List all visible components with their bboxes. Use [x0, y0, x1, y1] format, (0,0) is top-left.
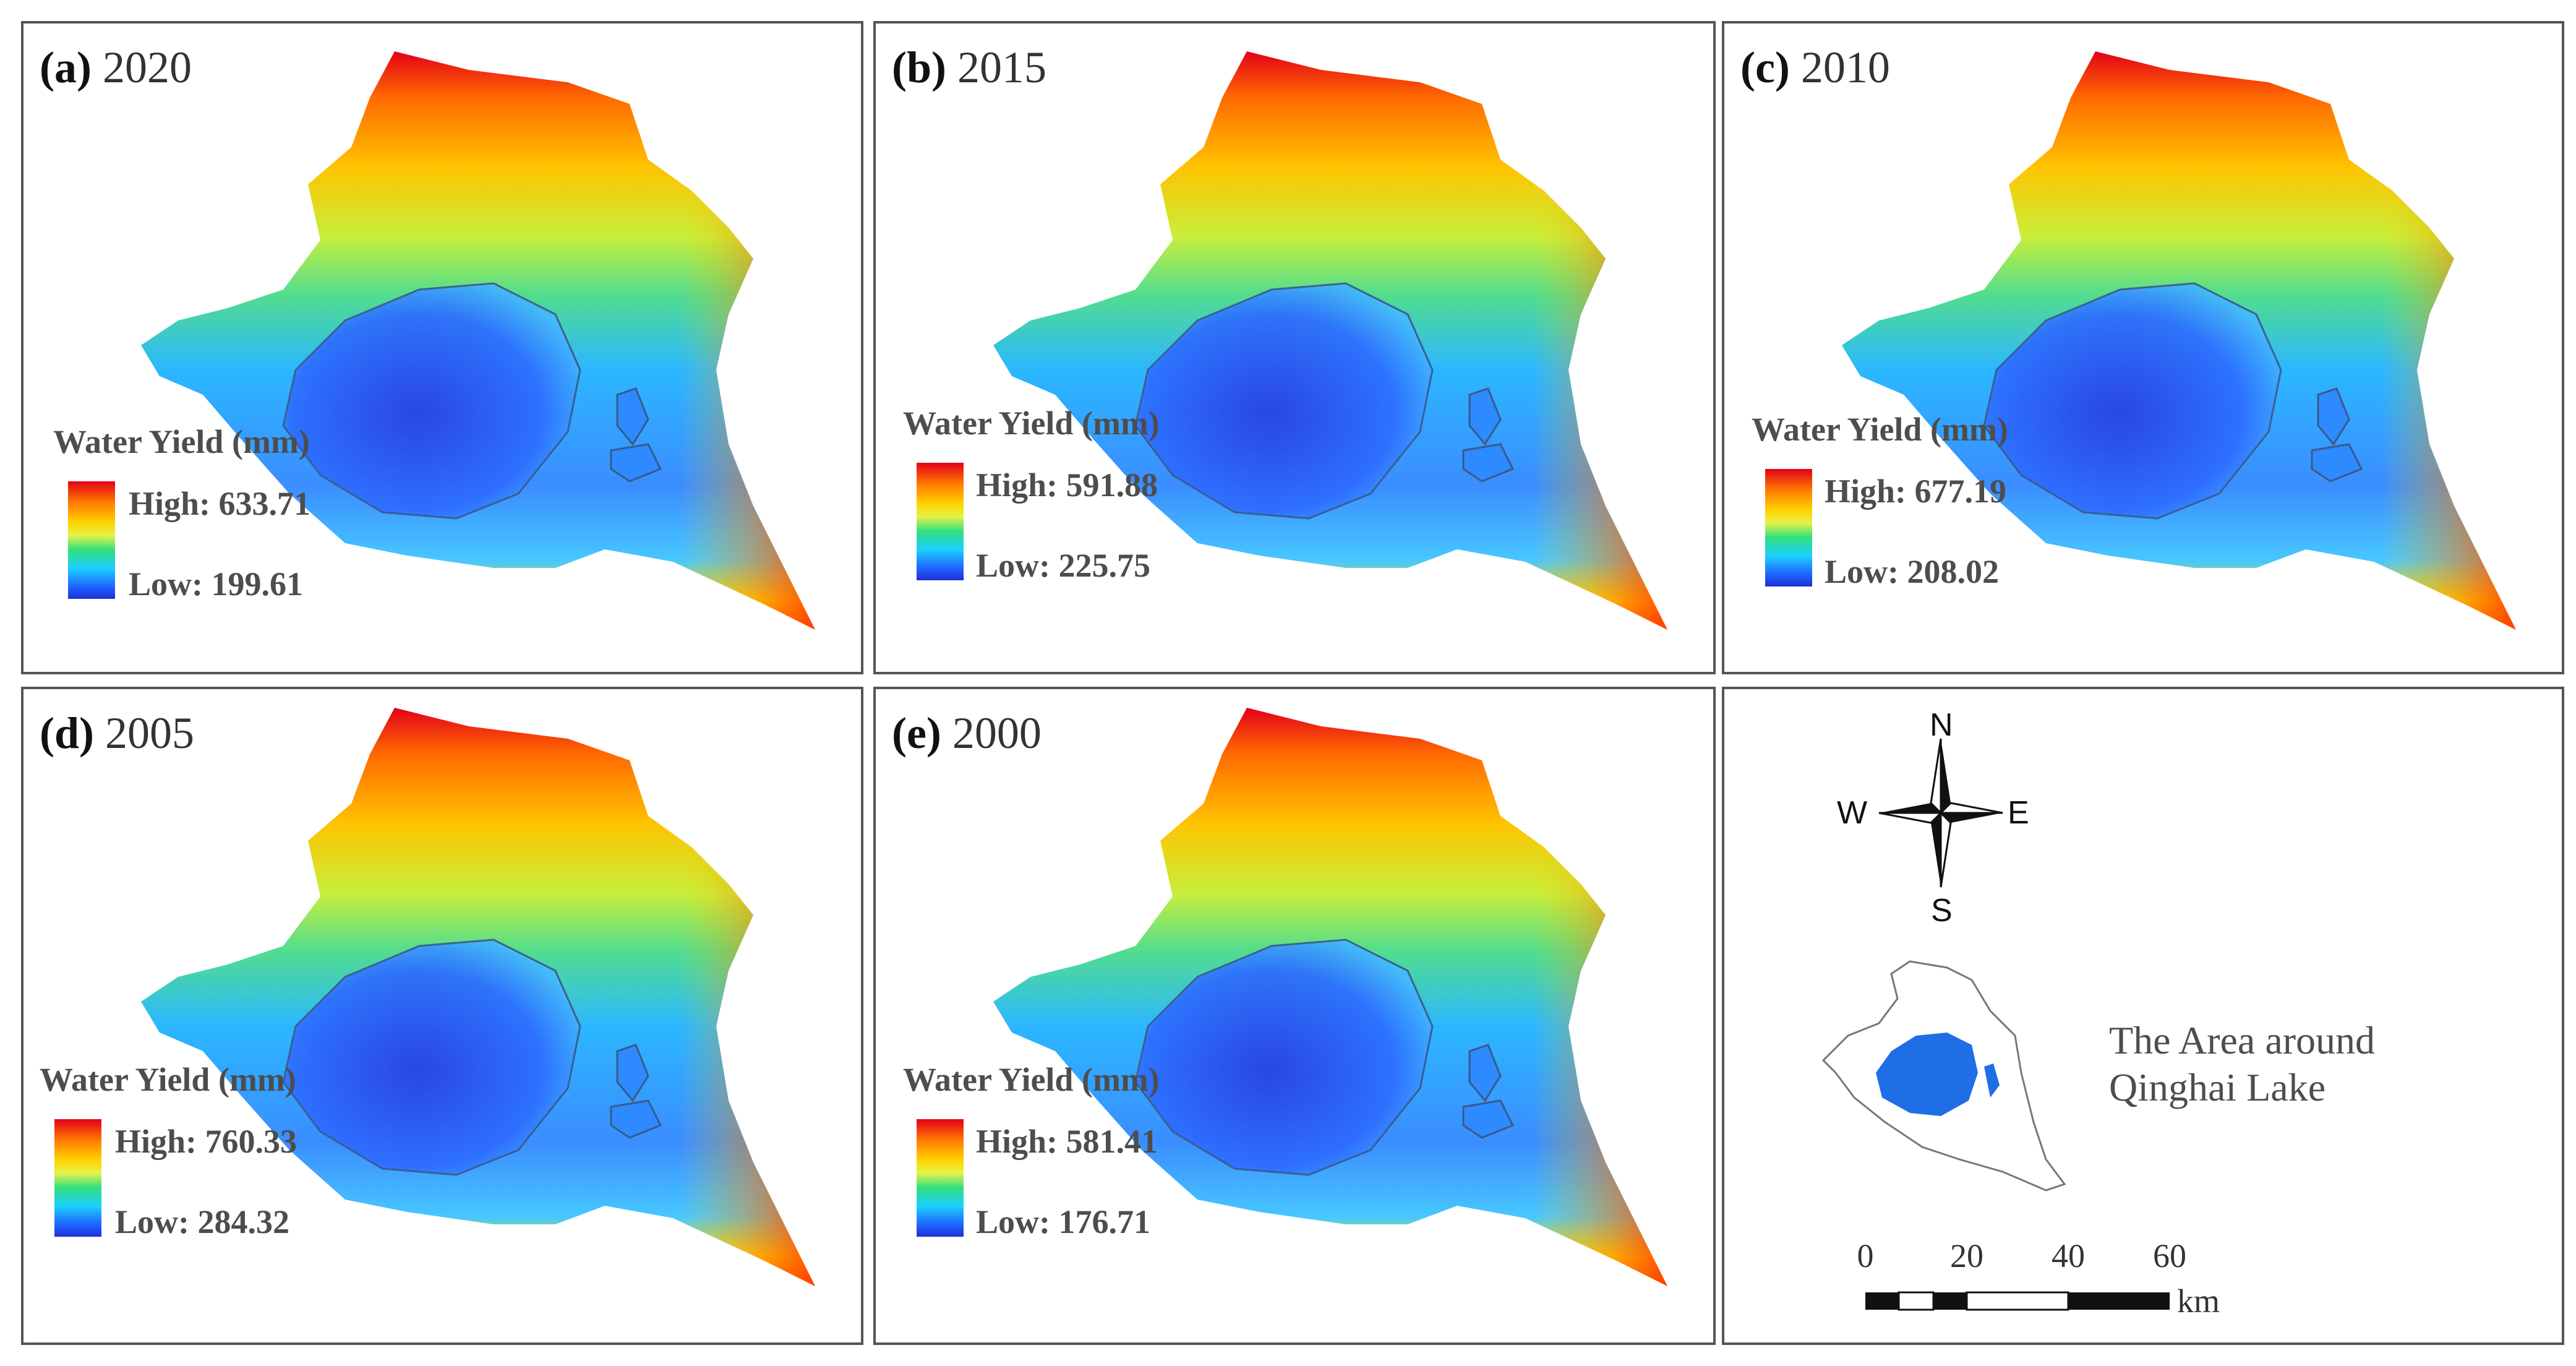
- water-yield-map-c: [1842, 51, 2516, 630]
- locator-map: [1821, 960, 2066, 1192]
- map-panel-a: (a) 2020 Water Yield (mm) High: 633.71 Lo…: [21, 21, 863, 674]
- sub-lake-shape: [1468, 1044, 1502, 1102]
- scale-tick-label: 40: [2052, 1237, 2085, 1274]
- panel-title: (c) 2010: [1740, 42, 1890, 93]
- lake-shape: [1983, 282, 2282, 520]
- panel-title: (d) 2005: [40, 708, 194, 759]
- compass-south-label: S: [1931, 893, 1953, 929]
- locator-lake: [1876, 1033, 1978, 1116]
- scale-tick-label: 60: [2153, 1237, 2186, 1274]
- legend-high-value: High: 633.71: [129, 485, 311, 522]
- compass-north-label: N: [1930, 707, 1953, 743]
- map-panel-b: (b) 2015 Water Yield (mm) High: 591.88 Lo…: [873, 21, 1716, 674]
- panel-year: 2000: [952, 708, 1042, 758]
- panel-title: (a) 2020: [40, 42, 192, 93]
- panel-year: 2005: [105, 708, 194, 758]
- locator-panel: N S E W The Area around Qinghai Lake 0 2…: [1722, 687, 2564, 1345]
- sub-lake-shape: [1462, 443, 1515, 483]
- scale-tick-label: 20: [1950, 1237, 1983, 1274]
- sub-lake-shape: [610, 1099, 662, 1139]
- legend-color-ramp: [917, 463, 964, 580]
- lake-shape: [1134, 939, 1434, 1176]
- panel-year: 2020: [102, 43, 192, 92]
- area-label-line2: Qinghai Lake: [2109, 1065, 2326, 1109]
- panel-title: (e) 2000: [892, 708, 1042, 759]
- water-yield-map-a: [141, 51, 815, 630]
- area-label-line1: The Area around: [2109, 1018, 2376, 1062]
- legend-title: Water Yield (mm): [53, 423, 310, 460]
- water-yield-map-b: [993, 51, 1667, 630]
- legend-low-value: Low: 208.02: [1825, 553, 1999, 590]
- legend-high-value: High: 760.33: [115, 1123, 297, 1160]
- sub-lake-shape: [2317, 387, 2350, 446]
- panel-label: (a): [40, 43, 92, 92]
- lake-shape: [1134, 282, 1434, 520]
- legend-title: Water Yield (mm): [903, 405, 1160, 442]
- lake-shape: [282, 939, 581, 1176]
- legend-title: Water Yield (mm): [1752, 411, 2008, 448]
- scale-bar: [1865, 1291, 2170, 1311]
- legend-color-ramp: [68, 481, 115, 599]
- legend-low-value: Low: 284.32: [115, 1203, 289, 1240]
- sub-lake-shape: [610, 443, 662, 483]
- legend-high-value: High: 677.19: [1825, 473, 2007, 510]
- panel-label: (d): [40, 708, 94, 758]
- panel-label: (c): [1740, 43, 1790, 92]
- sub-lake-shape: [616, 1044, 649, 1102]
- legend-title: Water Yield (mm): [903, 1061, 1160, 1098]
- legend-title: Water Yield (mm): [40, 1061, 296, 1098]
- lake-shape: [282, 282, 581, 520]
- legend-color-ramp: [54, 1119, 101, 1237]
- map-panel-e: (e) 2000 Water Yield (mm) High: 581.41 Lo…: [873, 687, 1716, 1345]
- compass-rose-icon: [1878, 738, 2003, 888]
- legend-low-value: Low: 176.71: [976, 1203, 1150, 1240]
- scale-unit: km: [2177, 1282, 2220, 1320]
- panel-year: 2010: [1800, 43, 1890, 92]
- legend-low-value: Low: 199.61: [129, 565, 303, 603]
- sub-lake-shape: [1462, 1099, 1515, 1139]
- map-panel-c: (c) 2010 Water Yield (mm) High: 677.19 Lo…: [1722, 21, 2564, 674]
- area-label: The Area around Qinghai Lake: [2109, 1017, 2375, 1111]
- sub-lake-shape: [1468, 387, 1502, 446]
- map-panel-d: (d) 2005 Water Yield (mm) High: 760.33 Lo…: [21, 687, 863, 1345]
- sub-lake-shape: [616, 387, 649, 446]
- legend-color-ramp: [917, 1119, 964, 1237]
- legend-low-value: Low: 225.75: [976, 547, 1150, 584]
- legend-color-ramp: [1765, 469, 1812, 586]
- panel-year: 2015: [957, 43, 1046, 92]
- sub-lake-shape: [2311, 443, 2363, 483]
- legend-high-value: High: 581.41: [976, 1123, 1158, 1160]
- compass-west-label: W: [1837, 795, 1868, 831]
- water-yield-map-e: [993, 708, 1667, 1286]
- panel-title: (b) 2015: [892, 42, 1046, 93]
- panel-label: (b): [892, 43, 946, 92]
- legend-high-value: High: 591.88: [976, 466, 1158, 504]
- scale-tick-label: 0: [1857, 1237, 1874, 1274]
- compass-east-label: E: [2008, 795, 2029, 831]
- panel-label: (e): [892, 708, 941, 758]
- water-yield-map-d: [141, 708, 815, 1286]
